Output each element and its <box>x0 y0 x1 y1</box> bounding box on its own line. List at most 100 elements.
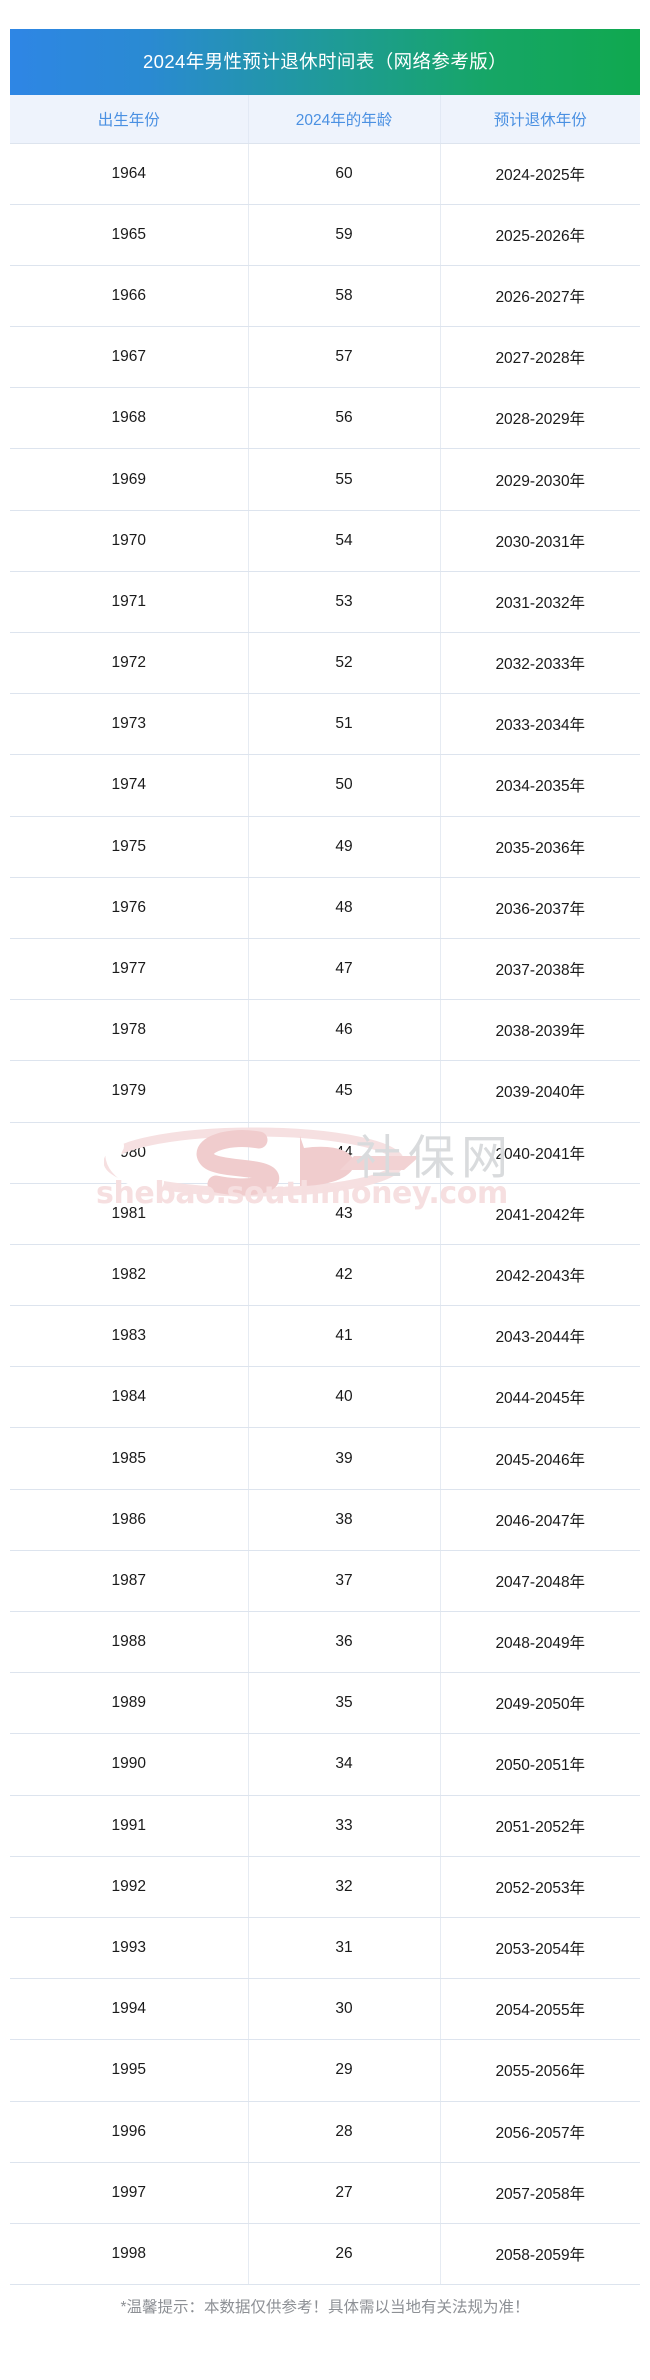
cell-age: 28 <box>248 2101 441 2163</box>
cell-retirement-years: 2024-2025年 <box>440 143 640 205</box>
cell-age: 45 <box>248 1060 441 1123</box>
cell-retirement-years: 2047-2048年 <box>440 1550 640 1613</box>
cell-birth-year: 1998 <box>10 2223 249 2286</box>
table-row: 1997 27 2057-2058年 <box>10 2162 640 2224</box>
cell-age: 38 <box>248 1489 441 1551</box>
cell-retirement-years: 2058-2059年 <box>440 2223 640 2286</box>
cell-retirement-years: 2054-2055年 <box>440 1978 640 2041</box>
cell-birth-year: 1970 <box>10 510 249 572</box>
cell-retirement-years: 2041-2042年 <box>440 1183 640 1245</box>
cell-birth-year: 1980 <box>10 1122 249 1184</box>
cell-birth-year: 1993 <box>10 1917 249 1980</box>
cell-age: 35 <box>248 1672 441 1735</box>
column-header-birth-year: 出生年份 <box>10 95 249 144</box>
table-row: 1982 42 2042-2043年 <box>10 1244 640 1307</box>
table-row: 1983 41 2043-2044年 <box>10 1305 640 1368</box>
cell-age: 60 <box>248 143 441 205</box>
cell-age: 58 <box>248 265 441 328</box>
cell-birth-year: 1977 <box>10 938 249 1001</box>
table-title-bar: 2024年男性预计退休时间表（网络参考版） <box>10 29 640 95</box>
table-row: 1998 26 2058-2059年 <box>10 2223 640 2286</box>
table-row: 1965 59 2025-2026年 <box>10 204 640 266</box>
cell-retirement-years: 2031-2032年 <box>440 571 640 634</box>
cell-retirement-years: 2052-2053年 <box>440 1856 640 1918</box>
cell-retirement-years: 2035-2036年 <box>440 816 640 878</box>
table-row: 1973 51 2033-2034年 <box>10 693 640 756</box>
table-row: 1977 47 2037-2038年 <box>10 938 640 1001</box>
cell-birth-year: 1986 <box>10 1489 249 1551</box>
cell-birth-year: 1971 <box>10 571 249 634</box>
table-row: 1964 60 2024-2025年 <box>10 143 640 205</box>
cell-retirement-years: 2056-2057年 <box>440 2101 640 2163</box>
table-row: 1990 34 2050-2051年 <box>10 1733 640 1796</box>
cell-birth-year: 1990 <box>10 1733 249 1796</box>
table-row: 1995 29 2055-2056年 <box>10 2039 640 2102</box>
cell-retirement-years: 2044-2045年 <box>440 1366 640 1429</box>
table-row: 1969 55 2029-2030年 <box>10 448 640 511</box>
cell-retirement-years: 2057-2058年 <box>440 2162 640 2224</box>
cell-birth-year: 1985 <box>10 1427 249 1490</box>
table-row: 1978 46 2038-2039年 <box>10 999 640 1062</box>
cell-retirement-years: 2045-2046年 <box>440 1427 640 1490</box>
cell-age: 51 <box>248 693 441 756</box>
table-row: 1980 44 2040-2041年 <box>10 1122 640 1184</box>
table-row: 1972 52 2032-2033年 <box>10 632 640 695</box>
cell-age: 50 <box>248 754 441 817</box>
table-row: 1979 45 2039-2040年 <box>10 1060 640 1123</box>
cell-age: 55 <box>248 448 441 511</box>
cell-age: 56 <box>248 387 441 450</box>
table-row: 1991 33 2051-2052年 <box>10 1795 640 1857</box>
cell-birth-year: 1995 <box>10 2039 249 2102</box>
cell-retirement-years: 2032-2033年 <box>440 632 640 695</box>
cell-retirement-years: 2039-2040年 <box>440 1060 640 1123</box>
table-row: 1981 43 2041-2042年 <box>10 1183 640 1245</box>
cell-birth-year: 1976 <box>10 877 249 939</box>
cell-birth-year: 1979 <box>10 1060 249 1123</box>
cell-retirement-years: 2029-2030年 <box>440 448 640 511</box>
table-row: 1992 32 2052-2053年 <box>10 1856 640 1918</box>
table-row: 1996 28 2056-2057年 <box>10 2101 640 2163</box>
cell-age: 49 <box>248 816 441 878</box>
cell-retirement-years: 2025-2026年 <box>440 204 640 266</box>
cell-age: 52 <box>248 632 441 695</box>
table-row: 1974 50 2034-2035年 <box>10 754 640 817</box>
cell-age: 36 <box>248 1611 441 1674</box>
cell-age: 47 <box>248 938 441 1001</box>
cell-age: 41 <box>248 1305 441 1368</box>
table-row: 1966 58 2026-2027年 <box>10 265 640 328</box>
cell-retirement-years: 2040-2041年 <box>440 1122 640 1184</box>
cell-birth-year: 1973 <box>10 693 249 756</box>
cell-birth-year: 1974 <box>10 754 249 817</box>
cell-retirement-years: 2043-2044年 <box>440 1305 640 1368</box>
cell-retirement-years: 2038-2039年 <box>440 999 640 1062</box>
cell-retirement-years: 2048-2049年 <box>440 1611 640 1674</box>
cell-birth-year: 1967 <box>10 326 249 389</box>
cell-birth-year: 1983 <box>10 1305 249 1368</box>
cell-retirement-years: 2049-2050年 <box>440 1672 640 1735</box>
table-row: 1987 37 2047-2048年 <box>10 1550 640 1613</box>
cell-birth-year: 1997 <box>10 2162 249 2224</box>
cell-retirement-years: 2053-2054年 <box>440 1917 640 1980</box>
table-row: 1989 35 2049-2050年 <box>10 1672 640 1735</box>
cell-retirement-years: 2033-2034年 <box>440 693 640 756</box>
cell-retirement-years: 2027-2028年 <box>440 326 640 389</box>
cell-retirement-years: 2051-2052年 <box>440 1795 640 1857</box>
table-row: 1986 38 2046-2047年 <box>10 1489 640 1551</box>
table-row: 1975 49 2035-2036年 <box>10 816 640 878</box>
cell-birth-year: 1988 <box>10 1611 249 1674</box>
table-header: 出生年份 2024年的年龄 预计退休年份 <box>10 95 640 144</box>
cell-age: 32 <box>248 1856 441 1918</box>
cell-retirement-years: 2055-2056年 <box>440 2039 640 2102</box>
cell-birth-year: 1982 <box>10 1244 249 1307</box>
cell-birth-year: 1978 <box>10 999 249 1062</box>
cell-birth-year: 1996 <box>10 2101 249 2163</box>
retirement-table-container: 2024年男性预计退休时间表（网络参考版） 出生年份 2024年的年龄 预计退休… <box>10 29 640 2286</box>
table-row: 1968 56 2028-2029年 <box>10 387 640 450</box>
cell-birth-year: 1989 <box>10 1672 249 1735</box>
cell-age: 42 <box>248 1244 441 1307</box>
table-row: 1970 54 2030-2031年 <box>10 510 640 572</box>
cell-age: 54 <box>248 510 441 572</box>
cell-birth-year: 1992 <box>10 1856 249 1918</box>
cell-retirement-years: 2037-2038年 <box>440 938 640 1001</box>
